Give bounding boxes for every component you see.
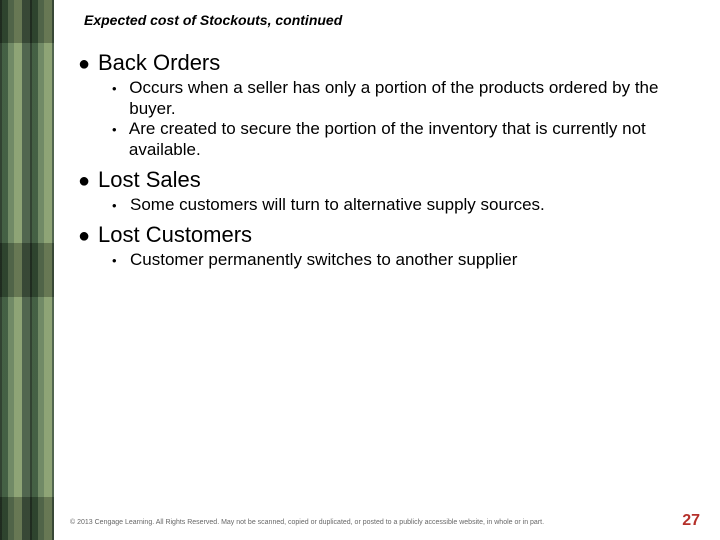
bullet-icon: ● <box>78 53 98 75</box>
sub-list: • Occurs when a seller has only a portio… <box>112 78 696 161</box>
sub-item: • Some customers will turn to alternativ… <box>112 195 696 216</box>
section-lost-sales: ● Lost Sales • Some customers will turn … <box>78 167 696 216</box>
bullet-icon: ● <box>78 225 98 247</box>
bullet-list: ● Back Orders • Occurs when a seller has… <box>78 50 696 270</box>
sub-item: • Are created to secure the portion of t… <box>112 119 696 160</box>
sub-text: Are created to secure the portion of the… <box>129 119 686 160</box>
sub-bullet-icon: • <box>112 198 130 214</box>
bullet-icon: ● <box>78 170 98 192</box>
page-number: 27 <box>682 512 700 530</box>
sub-item: • Occurs when a seller has only a portio… <box>112 78 696 119</box>
slide-content: Expected cost of Stockouts, continued ● … <box>54 0 720 540</box>
slide-title: Expected cost of Stockouts, continued <box>84 12 696 28</box>
sub-text: Some customers will turn to alternative … <box>130 195 545 216</box>
sub-text: Customer permanently switches to another… <box>130 250 517 271</box>
section-lost-customers: ● Lost Customers • Customer permanently … <box>78 222 696 271</box>
sub-item: • Customer permanently switches to anoth… <box>112 250 696 271</box>
section-heading: ● Back Orders <box>78 50 696 76</box>
sub-bullet-icon: • <box>112 81 129 97</box>
sub-bullet-icon: • <box>112 253 130 269</box>
section-heading: ● Lost Sales <box>78 167 696 193</box>
sub-bullet-icon: • <box>112 122 129 138</box>
heading-text: Back Orders <box>98 50 220 76</box>
section-heading: ● Lost Customers <box>78 222 696 248</box>
heading-text: Lost Customers <box>98 222 252 248</box>
sub-list: • Some customers will turn to alternativ… <box>112 195 696 216</box>
sub-text: Occurs when a seller has only a portion … <box>129 78 686 119</box>
copyright-footer: © 2013 Cengage Learning. All Rights Rese… <box>70 519 544 526</box>
sidebar-decorative <box>0 0 54 540</box>
sub-list: • Customer permanently switches to anoth… <box>112 250 696 271</box>
heading-text: Lost Sales <box>98 167 201 193</box>
section-back-orders: ● Back Orders • Occurs when a seller has… <box>78 50 696 161</box>
